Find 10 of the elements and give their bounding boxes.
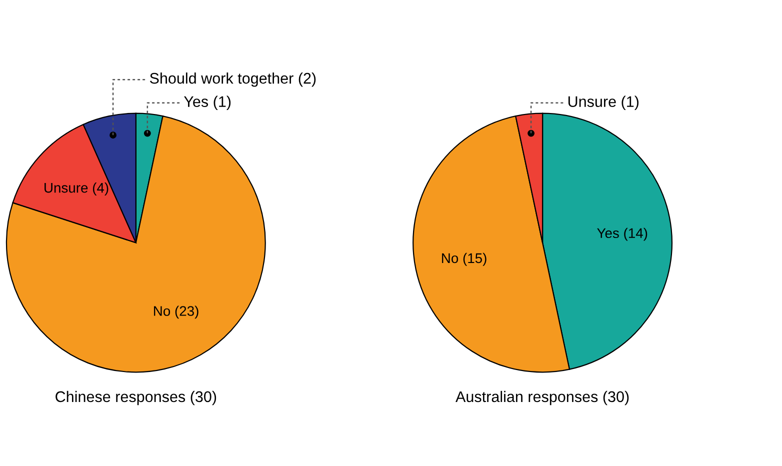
slice-label: Yes (14): [597, 228, 648, 241]
slice-label: No (15): [442, 252, 486, 266]
slice-label: Unsure (1): [568, 96, 639, 110]
text: Chinese responses (30): [56, 390, 216, 406]
text: Australian responses (30): [456, 390, 629, 406]
slice-label: Should work together (2): [150, 72, 316, 87]
pie-slice: [6, 116, 266, 373]
slice-label: Unsure (4): [44, 182, 108, 196]
slice-label: Yes (1): [184, 96, 231, 110]
slice-label: No (23): [154, 306, 198, 319]
